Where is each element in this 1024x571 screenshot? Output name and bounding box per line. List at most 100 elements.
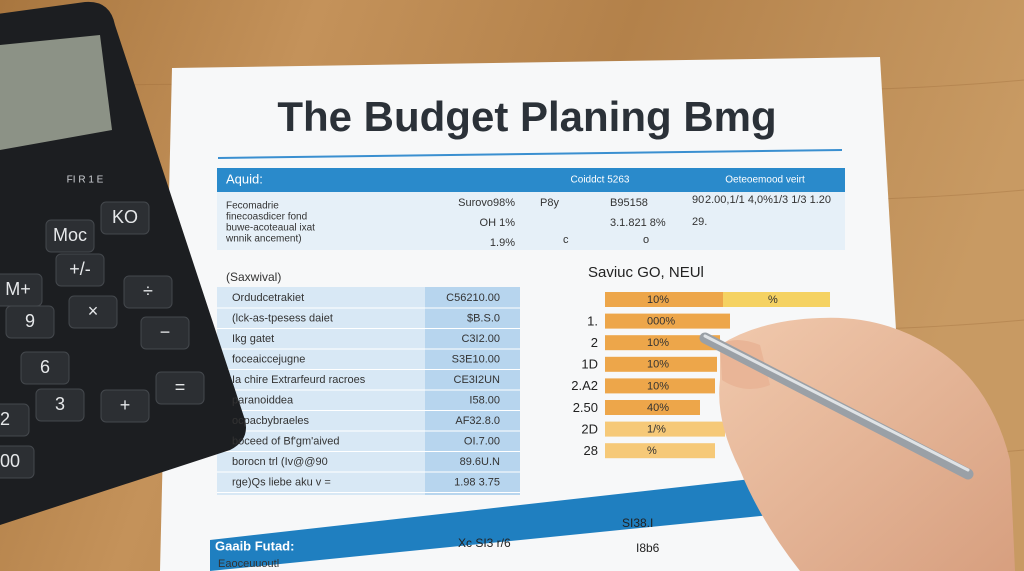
calc-key-label: M+ bbox=[5, 279, 31, 299]
cell: o bbox=[643, 234, 649, 246]
bar-label: 40% bbox=[647, 402, 669, 414]
calc-key bbox=[55, 253, 105, 287]
row-label: finecoasdicer fond bbox=[226, 212, 307, 223]
row-label: Ordudcetrakiet bbox=[232, 292, 304, 304]
bar-label: 10% bbox=[647, 337, 669, 349]
amount: Surovo98% bbox=[458, 197, 515, 209]
section-label: (Saxwival) bbox=[226, 270, 281, 284]
cell: P8y bbox=[540, 197, 559, 209]
cell: c bbox=[563, 234, 569, 246]
calc-key-label: ÷ bbox=[143, 281, 153, 301]
row-label: paranoiddea bbox=[232, 394, 294, 406]
calc-key bbox=[100, 389, 150, 423]
calc-key bbox=[140, 316, 190, 350]
calc-key-label: 6 bbox=[40, 357, 50, 377]
footer-header: Gaaib Futad: bbox=[215, 538, 294, 553]
bar bbox=[605, 356, 717, 372]
calc-key bbox=[0, 445, 35, 479]
pen bbox=[699, 332, 974, 480]
cell: 90 bbox=[692, 194, 704, 206]
calc-key bbox=[5, 305, 55, 339]
rule bbox=[217, 149, 843, 159]
row-value: S3E10.00 bbox=[452, 353, 500, 365]
calc-key-label: 3 bbox=[55, 394, 65, 414]
calc-key-label: +/- bbox=[69, 259, 91, 279]
keypad: KO Moc +/- M+ ÷ × 9 63 − + = 00 2 bbox=[0, 201, 205, 479]
footer-cell: SI38.I bbox=[622, 516, 653, 530]
row-label: foceaiccejugne bbox=[232, 353, 305, 365]
row-label: rge)Qs liebe aku v = bbox=[232, 476, 331, 488]
bar-label: 000% bbox=[647, 316, 675, 328]
cell: B95158 bbox=[610, 197, 648, 209]
expense-values-column bbox=[425, 287, 520, 495]
row-label: Fecomadrie bbox=[226, 201, 279, 212]
top-table-body bbox=[217, 192, 845, 250]
row-label: 2.A2 bbox=[571, 378, 598, 393]
row-value: $B.S.0 bbox=[467, 312, 500, 324]
row-label: buwe-acoteaual ixat bbox=[226, 223, 315, 234]
row-label: 28 bbox=[584, 443, 598, 458]
bar bbox=[723, 292, 830, 307]
bar-label: 1/% bbox=[647, 424, 666, 436]
cell: 3.1.821 8% bbox=[610, 217, 666, 229]
calc-key bbox=[123, 275, 173, 309]
row-label: Ikg gatet bbox=[232, 333, 274, 345]
bar bbox=[605, 378, 715, 394]
hand bbox=[699, 317, 1015, 571]
bar-label: 10% bbox=[647, 359, 669, 371]
amount: 1.9% bbox=[490, 237, 515, 249]
row-label: (lck-as-tpesess daiet bbox=[232, 312, 333, 324]
pen-highlight bbox=[703, 334, 970, 472]
bars bbox=[605, 292, 830, 459]
calc-key bbox=[155, 371, 205, 405]
calc-key-label: = bbox=[175, 377, 186, 397]
calc-key bbox=[35, 388, 85, 422]
chart-title: Saviuc GO, NEUl bbox=[588, 264, 704, 281]
row-value: AF32.8.0 bbox=[455, 415, 500, 427]
row-lines bbox=[217, 307, 520, 493]
calculator: KO Moc +/- M+ ÷ × 9 63 − + = 00 2 bbox=[0, 1, 246, 525]
bar bbox=[605, 400, 700, 415]
row-value: 1.98 3.75 bbox=[454, 476, 500, 488]
cell: 29. bbox=[692, 216, 707, 228]
row-value: C56210.00 bbox=[446, 292, 500, 304]
row-value: OI.7.00 bbox=[464, 435, 500, 447]
calc-key-label: KO bbox=[112, 207, 138, 227]
row-value: C3I2.00 bbox=[461, 333, 500, 345]
bar bbox=[605, 443, 715, 459]
calc-key-label: × bbox=[88, 301, 99, 321]
header-cell: Coiddct 5263 bbox=[571, 175, 630, 186]
amount: OH 1% bbox=[480, 217, 516, 229]
calc-brand: FI R 1 E bbox=[67, 175, 104, 186]
display bbox=[0, 35, 112, 150]
row-label: wnnik ancement) bbox=[225, 234, 302, 245]
cell: 2.00,1/1 4,0%1/3 1/3 1.20 bbox=[705, 194, 831, 206]
calc-key-label: 2 bbox=[0, 409, 10, 429]
row-label: 1D bbox=[581, 357, 598, 372]
row-value: I58.00 bbox=[469, 394, 500, 406]
footer-cell: I8b6 bbox=[636, 541, 660, 555]
header-band bbox=[217, 168, 845, 192]
row-label: 2.50 bbox=[573, 400, 598, 415]
bar-label: 10% bbox=[647, 294, 669, 306]
bar bbox=[605, 313, 730, 329]
calc-key bbox=[45, 219, 95, 253]
row-value: CE3I2UN bbox=[454, 374, 501, 386]
bar-label: 10% bbox=[647, 380, 669, 392]
footer-cell: Xc SI3 r/6 bbox=[458, 536, 511, 550]
calc-key bbox=[0, 403, 30, 437]
header-cell: Aquid: bbox=[226, 171, 263, 186]
bar bbox=[605, 292, 723, 307]
calc-key-label: − bbox=[160, 322, 171, 342]
calc-key bbox=[68, 295, 118, 329]
row-label: 2D bbox=[581, 421, 598, 436]
row-label: borocn trl (Iv@@90 bbox=[232, 456, 328, 468]
footer-band bbox=[210, 478, 770, 571]
header-cell: Oeteoemood veirt bbox=[725, 175, 805, 186]
row-label: 1. bbox=[587, 313, 598, 328]
footer-label: Eaoceuuoutl bbox=[218, 558, 279, 570]
calc-key-label: + bbox=[120, 395, 131, 415]
row-value: 89.6U.N bbox=[460, 456, 500, 468]
